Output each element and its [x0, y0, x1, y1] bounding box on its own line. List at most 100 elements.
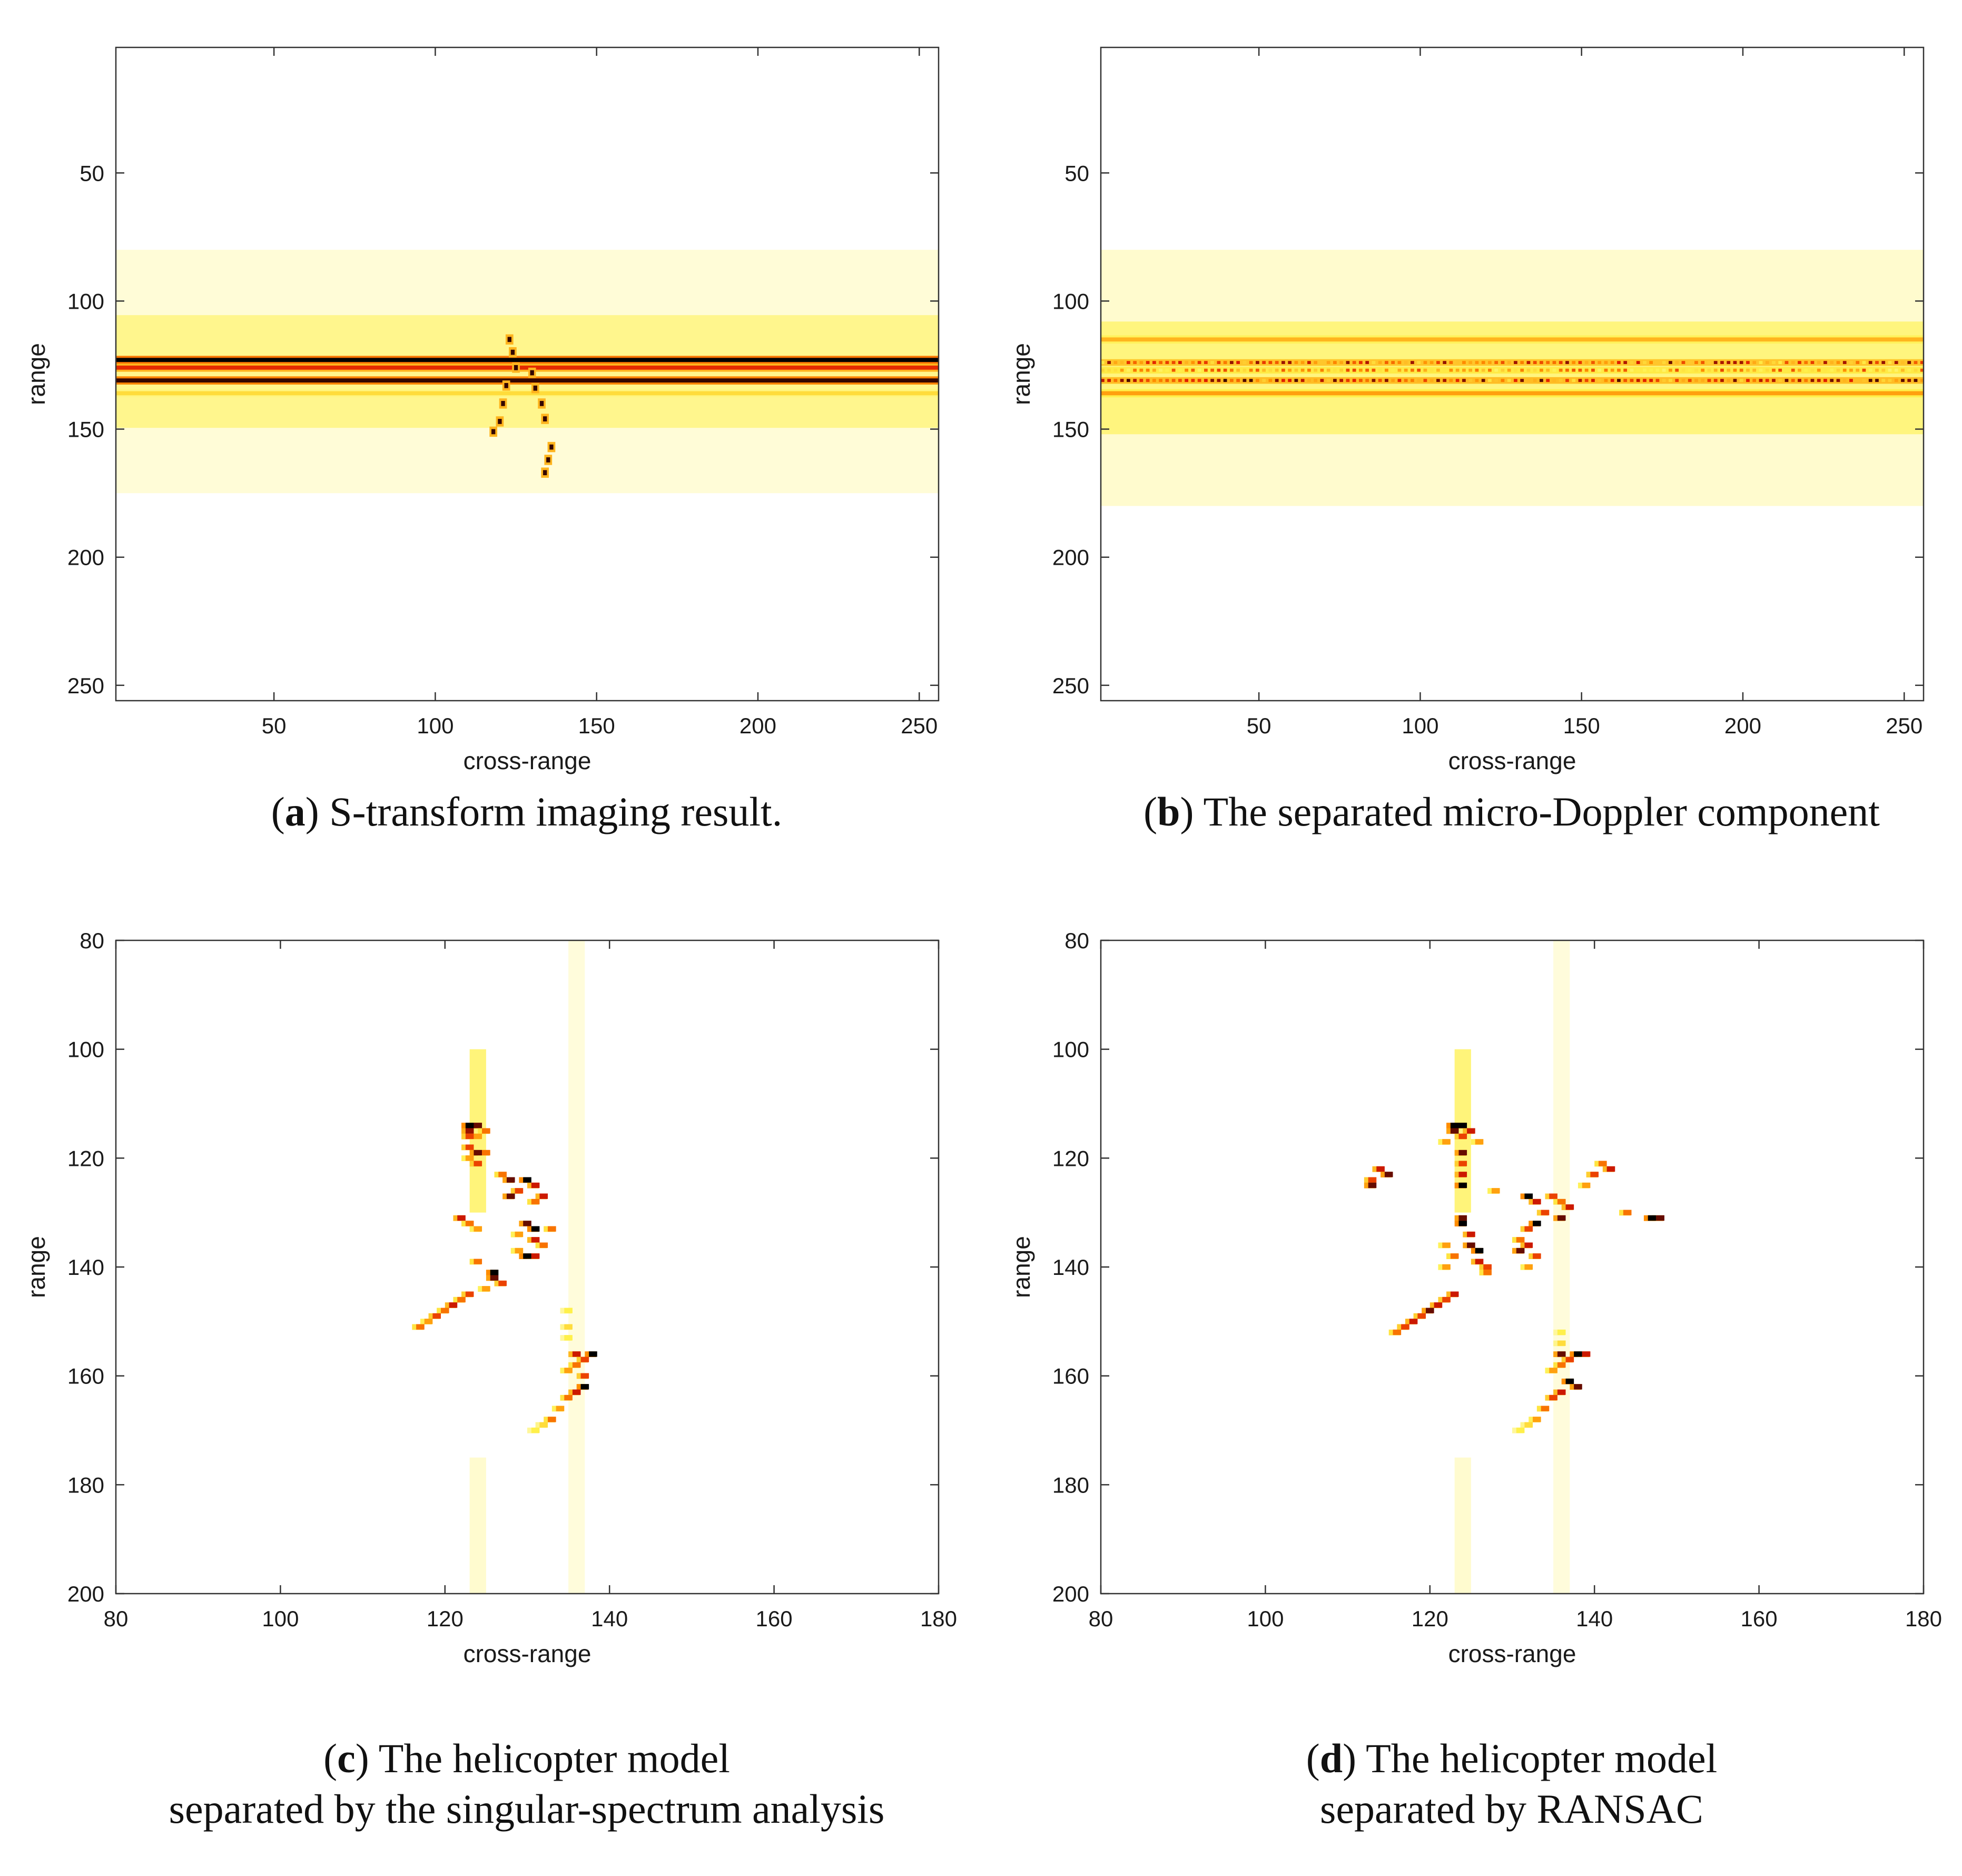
band-segment [1133, 379, 1137, 382]
band-segment [1262, 368, 1266, 372]
band-segment [1165, 361, 1169, 365]
band-segment [1733, 368, 1737, 372]
band-segment [1688, 361, 1692, 365]
heatmap-cell [1450, 1291, 1459, 1297]
band-segment [1514, 361, 1517, 365]
band-segment [1623, 379, 1628, 382]
heatmap-cell [1458, 1215, 1467, 1221]
heatmap-cell [515, 1248, 524, 1254]
heatmap-cell [1417, 1313, 1426, 1319]
band-segment [1436, 361, 1440, 365]
band-segment [1765, 368, 1769, 372]
scatterer-point [546, 457, 550, 463]
heatmap-cell [1565, 1204, 1574, 1210]
band-segment [1727, 361, 1731, 365]
x-tick-label: 100 [1247, 1606, 1284, 1631]
faint-streak [568, 940, 585, 1594]
band-segment [1314, 379, 1318, 382]
band-segment [1604, 368, 1608, 372]
heatmap-cell [564, 1335, 573, 1341]
heatmap-cell [1549, 1193, 1557, 1199]
band-segment [1817, 361, 1821, 365]
band-segment [1623, 361, 1628, 365]
band-segment [1294, 361, 1298, 365]
band-segment [1146, 379, 1150, 382]
y-tick-label: 80 [1064, 928, 1089, 953]
heatmap-cell [1516, 1237, 1525, 1243]
band-segment [1507, 361, 1511, 365]
band-segment [1139, 368, 1143, 372]
band-segment [1810, 361, 1815, 365]
band-segment [1727, 379, 1731, 382]
y-axis-label: range [23, 1236, 50, 1298]
band-segment [1436, 368, 1440, 372]
band-segment [1752, 379, 1757, 382]
band-segment [1713, 379, 1718, 382]
band-segment [1842, 368, 1847, 372]
band-segment [1701, 379, 1705, 382]
band-segment [1526, 379, 1531, 382]
heatmap-cell [1393, 1329, 1402, 1335]
heatmap-cell [506, 1177, 515, 1183]
band-segment [1404, 368, 1408, 372]
band-segment [1694, 361, 1698, 365]
band-segment [1804, 368, 1808, 372]
band-segment [1836, 379, 1840, 382]
band-segment [1326, 361, 1330, 365]
heatmap-cell [580, 1384, 589, 1390]
band-segment [1817, 368, 1821, 372]
scatterer-point [549, 444, 554, 450]
y-tick-label: 160 [67, 1364, 104, 1389]
heatmap-cell [523, 1221, 531, 1226]
band-segment [1636, 379, 1640, 382]
band-segment [1127, 361, 1130, 365]
x-tick-label: 200 [1724, 713, 1761, 738]
band-segment [1559, 368, 1563, 372]
heatmap-cell [1541, 1210, 1550, 1215]
band-segment [1300, 361, 1305, 365]
heatmap-cell [1458, 1133, 1467, 1140]
y-axis-label: range [23, 343, 50, 405]
band-segment [1436, 379, 1440, 382]
heatmap-cell [572, 1362, 581, 1368]
heatmap-cell [474, 1150, 482, 1156]
band-segment [1346, 379, 1350, 382]
heatmap-cell [564, 1308, 573, 1313]
band-segment [1443, 379, 1447, 382]
band-segment [1294, 368, 1298, 372]
band-segment [1120, 379, 1124, 382]
band-segment [1610, 361, 1614, 365]
band-segment [1752, 368, 1757, 372]
band-segment [1817, 379, 1821, 382]
band-segment [1610, 368, 1614, 372]
heatmap-cell [539, 1242, 548, 1248]
band-segment [1720, 361, 1724, 365]
panel-caption: separated by RANSAC [1320, 1786, 1703, 1832]
heatmap-cell [1442, 1264, 1451, 1270]
x-axis-label: cross-range [464, 1640, 591, 1667]
faint-streak [1454, 1457, 1471, 1594]
band-segment [1681, 368, 1685, 372]
band-segment [1701, 368, 1705, 372]
band-segment [1914, 361, 1918, 365]
plot-background [1101, 940, 1924, 1594]
heatmap-cell [1557, 1329, 1566, 1335]
heatmap-cell [1483, 1264, 1492, 1270]
band-segment [1533, 368, 1537, 372]
band-segment [1759, 379, 1763, 382]
band-segment [1875, 368, 1879, 372]
x-tick-label: 180 [920, 1606, 957, 1631]
heatmap-cell [531, 1199, 540, 1205]
band-segment [1443, 361, 1447, 365]
band-glow [1101, 367, 1924, 374]
x-tick-label: 120 [1412, 1606, 1448, 1631]
x-tick-label: 80 [104, 1606, 129, 1631]
band-segment [1907, 379, 1911, 382]
band-segment [1191, 379, 1195, 382]
band-segment [1578, 361, 1582, 365]
band-segment [1565, 379, 1569, 382]
y-tick-label: 200 [67, 545, 104, 570]
band-segment [1185, 379, 1189, 382]
band-segment [1772, 368, 1776, 372]
